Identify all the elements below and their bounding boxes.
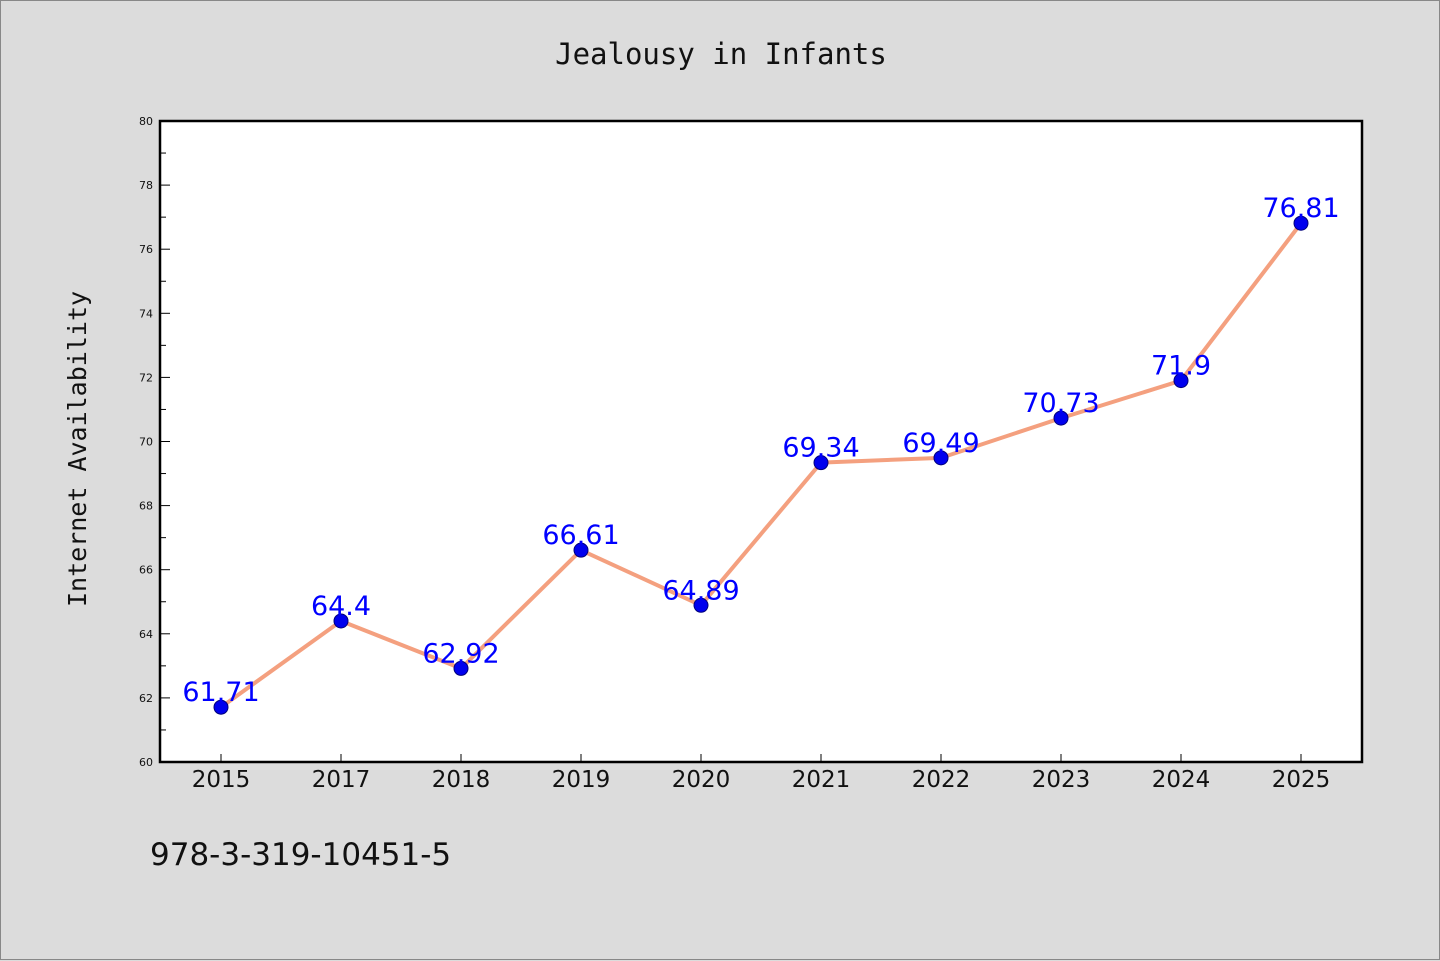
- data-label: 66.61: [542, 520, 619, 551]
- footer-code: 978-3-319-10451-5: [150, 837, 451, 873]
- x-tick-label: 2022: [912, 767, 971, 793]
- data-point: [933, 450, 949, 466]
- y-tick-label: 60: [139, 756, 153, 769]
- y-tick-label: 72: [139, 371, 153, 384]
- x-tick-label: 2023: [1032, 767, 1091, 793]
- y-tick-label: 68: [139, 500, 153, 513]
- y-tick-label: 70: [139, 436, 153, 449]
- series-line: [219, 222, 1303, 709]
- x-tick-label: 2024: [1152, 767, 1211, 793]
- x-tick-label: 2021: [792, 767, 851, 793]
- data-point: [333, 613, 349, 629]
- y-axis-ticks: 60 62 64 66 68 70 72 74 76 78 80: [139, 115, 170, 769]
- data-label: 76.81: [1262, 193, 1339, 224]
- y-tick-label: 80: [139, 115, 153, 128]
- x-tick-label: 2018: [432, 767, 491, 793]
- plot-frame: [158, 119, 1364, 764]
- data-point: [1053, 410, 1069, 426]
- data-point: [813, 455, 829, 471]
- y-tick-label: 66: [139, 564, 153, 577]
- y-axis-label: Internet Availability: [63, 291, 92, 607]
- x-tick-label: 2025: [1272, 767, 1331, 793]
- x-axis-ticks: 2015 2017 2018 2019 2020 2021 2022 2023 2024 2025: [192, 754, 1331, 793]
- data-label: 70.73: [1022, 388, 1099, 419]
- y-tick-label: 64: [139, 628, 153, 641]
- y-tick-label: 74: [139, 307, 153, 320]
- x-tick-label: 2017: [312, 767, 371, 793]
- data-label: 69.34: [782, 433, 859, 464]
- data-label: 61.71: [182, 677, 259, 708]
- data-point: [453, 660, 469, 676]
- data-point: [213, 699, 229, 715]
- series-layer: 61.71 64.4 62.92 66.61 64.89 69.34 69.49 70.73 7…: [182, 193, 1340, 715]
- x-tick-label: 2015: [192, 767, 251, 793]
- data-point: [573, 542, 589, 558]
- x-tick-label: 2020: [672, 767, 731, 793]
- y-tick-label: 62: [139, 692, 153, 705]
- data-label: 69.49: [902, 428, 979, 459]
- y-tick-label: 76: [139, 243, 153, 256]
- x-tick-label: 2019: [552, 767, 611, 793]
- data-point: [1173, 373, 1189, 389]
- y-tick-label: 78: [139, 179, 153, 192]
- data-point: [693, 597, 709, 613]
- data-label: 62.92: [422, 638, 499, 669]
- chart-title: Jealousy in Infants: [555, 37, 887, 71]
- data-label: 71.9: [1151, 351, 1211, 382]
- plot-area: [160, 121, 1362, 762]
- data-label: 64.89: [662, 575, 739, 606]
- data-label: 64.4: [311, 591, 371, 622]
- data-point: [1293, 215, 1309, 231]
